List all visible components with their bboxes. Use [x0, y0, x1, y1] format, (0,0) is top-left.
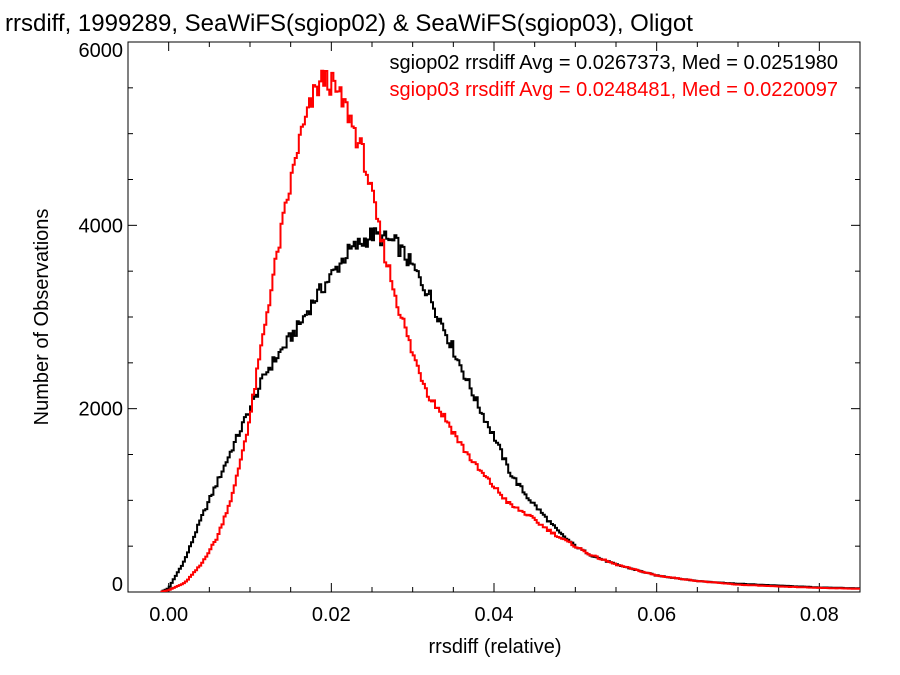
- y-axis-label: Number of Observations: [31, 209, 53, 426]
- y-tick-label: 2000: [79, 399, 124, 421]
- y-tick-label: 0: [112, 574, 123, 596]
- x-tick-label: 0.04: [475, 604, 514, 626]
- y-tick-label: 4000: [79, 215, 124, 237]
- y-tick-label: 6000: [79, 40, 124, 62]
- legend-entry-sgiop03: sgiop03 rrsdiff Avg = 0.0248481, Med = 0…: [390, 79, 839, 101]
- x-tick-label: 0.00: [149, 604, 188, 626]
- x-tick-label: 0.02: [312, 604, 351, 626]
- series-line-sgiop03: [160, 69, 860, 592]
- x-axis-label: rrsdiff (relative): [429, 636, 562, 658]
- plot-frame: [127, 41, 861, 593]
- x-tick-label: 0.06: [637, 604, 676, 626]
- plot-area: 0.00 0.02 0.04 0.06 0.08 0 2000 4000 6000: [79, 40, 861, 626]
- chart-title: rrsdiff, 1999289, SeaWiFS(sgiop02) & Sea…: [5, 10, 693, 37]
- x-tick-label: 0.08: [800, 604, 839, 626]
- series-line-sgiop02: [160, 227, 860, 592]
- legend: sgiop02 rrsdiff Avg = 0.0267373, Med = 0…: [390, 52, 839, 101]
- legend-entry-sgiop02: sgiop02 rrsdiff Avg = 0.0267373, Med = 0…: [390, 52, 839, 74]
